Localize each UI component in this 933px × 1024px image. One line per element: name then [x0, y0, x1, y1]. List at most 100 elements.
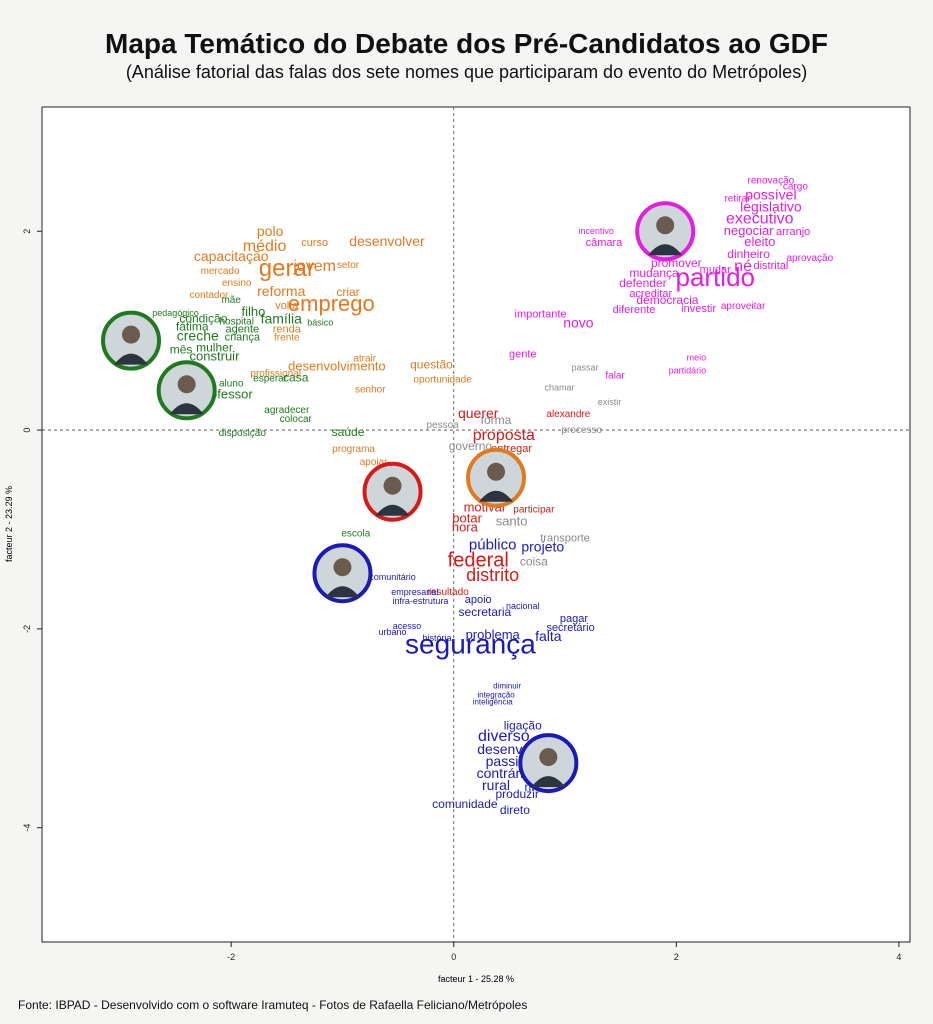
- word-label: apoiar: [360, 457, 388, 468]
- word-label: construir: [190, 348, 241, 363]
- word-label: creche: [177, 328, 219, 344]
- word-label: escola: [341, 528, 370, 539]
- word-label: emprego: [288, 291, 375, 316]
- word-label: ensino: [222, 278, 252, 289]
- person-body-icon: [479, 490, 514, 502]
- word-label: empresarial: [391, 587, 438, 597]
- y-tick-label: -2: [22, 625, 32, 633]
- x-tick-label: -2: [227, 952, 235, 962]
- word-label: pagar: [560, 613, 588, 625]
- word-label: legislativo: [740, 198, 802, 214]
- word-label: passar: [572, 362, 599, 372]
- word-label: câmara: [586, 237, 624, 249]
- word-label: processo: [561, 425, 602, 436]
- word-label: importante: [515, 309, 567, 321]
- word-label: setor: [337, 260, 360, 271]
- candidate-photo: [635, 201, 696, 262]
- word-label: comunitário: [369, 572, 416, 582]
- y-axis-label: facteur 2 - 23.29 %: [4, 486, 14, 562]
- word-label: volta: [275, 300, 299, 312]
- person-body-icon: [375, 504, 410, 516]
- chart-title: Mapa Temático do Debate dos Pré-Candidat…: [105, 28, 828, 59]
- word-label: partido: [676, 262, 756, 292]
- word-label: desenvolvimento: [288, 358, 386, 373]
- word-label: renda: [273, 324, 302, 336]
- word-label: profissional: [250, 368, 301, 379]
- word-label: negociar: [724, 223, 775, 238]
- word-label: botar: [452, 511, 482, 526]
- word-label: inteligência: [473, 697, 514, 706]
- word-label: distrital: [753, 260, 788, 272]
- word-label: saúde: [332, 425, 365, 439]
- reference-lines: [42, 107, 910, 942]
- word-label: secretário: [546, 622, 594, 634]
- word-label: família: [261, 311, 302, 327]
- word-label: diminuir: [493, 682, 521, 691]
- person-icon: [487, 462, 506, 481]
- word-label: jovem: [292, 258, 336, 275]
- word-label: renovação: [748, 176, 795, 187]
- word-label: criança: [225, 332, 261, 344]
- word-label: direto: [500, 803, 530, 817]
- word-label: governo: [449, 439, 493, 453]
- person-body-icon: [648, 244, 683, 256]
- word-label: criar: [336, 285, 359, 299]
- word-label: diverso: [478, 728, 530, 745]
- word-label: hora: [452, 519, 479, 534]
- word-label: pedagógico: [152, 308, 199, 318]
- word-label: chamar: [544, 382, 574, 392]
- word-label: capacitação: [194, 248, 269, 264]
- word-label: federal: [448, 549, 509, 571]
- word-label: curso: [301, 237, 328, 249]
- word-label: esperar: [253, 373, 288, 384]
- word-label: problema: [466, 627, 521, 642]
- word-label: colocar: [280, 414, 313, 425]
- word-label: mudar: [700, 264, 732, 276]
- person-body-icon: [531, 776, 566, 788]
- word-label: pessoa: [426, 420, 459, 431]
- word-label: programa: [332, 444, 375, 455]
- person-icon: [656, 216, 675, 235]
- word-label: proposta: [473, 427, 535, 444]
- word-label: aluno: [219, 378, 244, 389]
- chart-subtitle: (Análise fatorial das falas dos sete nom…: [125, 62, 808, 82]
- word-label: defender: [619, 276, 666, 290]
- word-label: transporte: [540, 532, 590, 544]
- word-label: partidário: [669, 365, 707, 375]
- word-label: incentivo: [578, 226, 614, 236]
- word-label: frente: [274, 333, 300, 344]
- word-label: mãe: [221, 295, 241, 306]
- word-label: projeto: [521, 538, 564, 554]
- person-body-icon: [325, 586, 360, 598]
- word-label: participar: [513, 505, 555, 516]
- word-label: resultado: [428, 587, 470, 598]
- word-label: distrito: [466, 565, 519, 585]
- word-label: mercado: [201, 266, 240, 277]
- candidate-photos: [101, 201, 696, 794]
- candidate-photo: [101, 310, 162, 371]
- candidate-photo: [466, 447, 527, 508]
- person-body-icon: [114, 353, 149, 365]
- y-tick-label: -4: [22, 824, 32, 832]
- word-label: rural: [482, 777, 510, 793]
- x-axis: -2 0 2 4: [227, 942, 901, 962]
- word-label: secretaria: [459, 605, 512, 619]
- word-label: possível: [745, 186, 796, 202]
- word-label: contrário: [477, 765, 532, 781]
- word-label: existir: [598, 397, 622, 407]
- candidate-photo: [518, 733, 579, 794]
- word-label: investir: [681, 303, 716, 315]
- word-label: arranjo: [776, 226, 810, 238]
- word-label: falta: [535, 628, 562, 644]
- word-label: diferente: [613, 304, 656, 316]
- word-label: questão: [410, 357, 453, 371]
- word-label: condição: [179, 312, 227, 326]
- word-label: polo: [257, 223, 284, 239]
- y-tick-label: 2: [22, 229, 32, 234]
- word-label: casa: [283, 370, 309, 384]
- word-label: atrair: [353, 353, 376, 364]
- person-icon: [177, 375, 196, 394]
- word-label: democracia: [636, 293, 698, 307]
- candidate-photo: [156, 360, 217, 421]
